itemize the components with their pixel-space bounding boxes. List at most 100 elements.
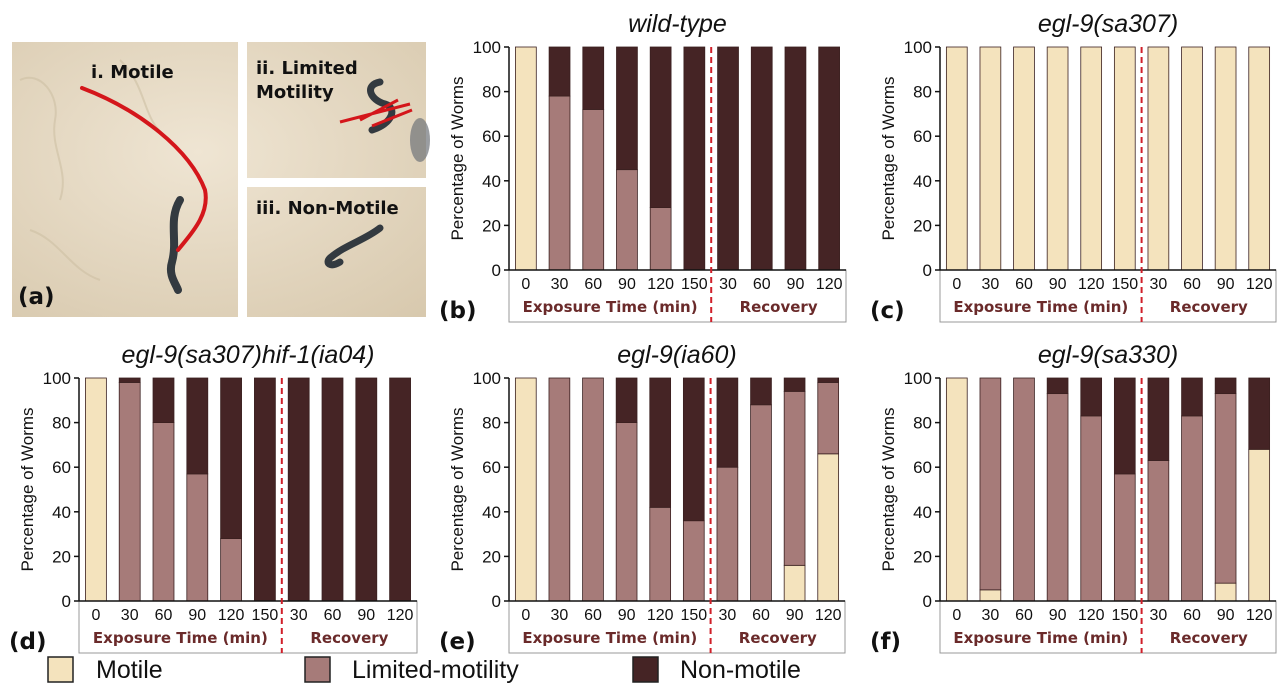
bar-limited-motility-6 xyxy=(1147,460,1170,602)
bar-limited-motility-1 xyxy=(118,382,141,602)
bar-motile-8 xyxy=(1214,46,1237,271)
bar-non-motile-6 xyxy=(717,46,739,271)
section-label-recovery: Recovery xyxy=(310,629,388,647)
bar-limited-motility-3 xyxy=(616,169,638,271)
motile-worm-shape xyxy=(166,196,184,294)
y-tick-label: 20 xyxy=(52,547,71,566)
x-tick-label: 30 xyxy=(290,607,308,624)
section-label-recovery: Recovery xyxy=(1170,629,1248,647)
y-tick-label: 0 xyxy=(923,261,932,280)
chart-title: egl-9(sa307) xyxy=(1038,10,1178,38)
bar-non-motile-5 xyxy=(254,377,276,602)
motile-track-line xyxy=(80,86,208,252)
bar-limited-motility-2 xyxy=(152,422,175,602)
x-tick-label: 150 xyxy=(1111,607,1138,624)
bar-limited-motility-9 xyxy=(817,382,840,455)
bar-motile-0 xyxy=(85,377,107,602)
bar-motile-0 xyxy=(515,46,537,271)
section-label-recovery: Recovery xyxy=(740,298,818,316)
bar-non-motile-8 xyxy=(784,46,807,271)
y-tick-label: 60 xyxy=(482,127,501,146)
bar-limited-motility-5 xyxy=(1113,473,1136,602)
legend-label-motile: Motile xyxy=(96,656,163,684)
section-label-exposure: Exposure Time (min) xyxy=(953,298,1128,316)
bar-limited-motility-1 xyxy=(979,377,1002,591)
bar-limited-motility-8 xyxy=(783,390,806,566)
bar-non-motile-1 xyxy=(548,46,571,97)
x-tick-label: 0 xyxy=(521,607,530,624)
y-axis-label: Percentage of Worms xyxy=(879,76,898,240)
section-label-recovery: Recovery xyxy=(739,629,817,647)
photo-label-motile: i. Motile xyxy=(91,62,174,83)
y-tick-label: 100 xyxy=(43,369,71,388)
legend-label-limited: Limited-motility xyxy=(352,656,519,684)
panel-label: (c) xyxy=(870,298,905,324)
y-tick-label: 100 xyxy=(473,369,501,388)
x-tick-label: 90 xyxy=(787,276,805,293)
limited-worm-shape xyxy=(367,78,396,134)
photo-label-nonmotile: iii. Non-Motile xyxy=(256,198,399,219)
legend-swatch-limited xyxy=(304,656,331,683)
bar-non-motile-2 xyxy=(582,46,605,110)
bar-non-motile-3 xyxy=(616,46,638,171)
bar-non-motile-5 xyxy=(682,377,705,522)
bar-non-motile-8 xyxy=(355,377,378,602)
x-tick-label: 30 xyxy=(982,276,1000,293)
x-tick-label: 30 xyxy=(551,276,569,293)
bar-non-motile-3 xyxy=(1046,377,1069,395)
y-axis-label: Percentage of Worms xyxy=(448,76,467,240)
chart-panel-f: 0 30 60 90 120 150 30 60 90 120 0 20 40 60 80 100 Percen… xyxy=(870,341,1277,655)
bar-limited-motility-8 xyxy=(1214,393,1237,584)
x-tick-label: 120 xyxy=(1078,607,1105,624)
y-tick-label: 0 xyxy=(923,592,932,611)
chart-title: egl-9(ia60) xyxy=(617,341,737,369)
photo-label-limited-line1: ii. Limited xyxy=(256,58,358,79)
x-tick-label: 60 xyxy=(752,607,770,624)
bar-limited-motility-2 xyxy=(1013,377,1035,602)
bar-motile-9 xyxy=(817,453,840,602)
x-tick-label: 60 xyxy=(1183,607,1201,624)
x-tick-label: 60 xyxy=(1015,607,1033,624)
bar-non-motile-7 xyxy=(750,377,772,406)
bar-limited-motility-2 xyxy=(582,377,604,602)
bar-non-motile-9 xyxy=(1248,377,1271,450)
y-tick-label: 100 xyxy=(473,38,501,57)
y-tick-label: 80 xyxy=(913,83,932,102)
x-tick-label: 60 xyxy=(1183,276,1201,293)
chart-panel-e: 0 30 60 90 120 150 30 60 90 120 0 20 40 60 80 100 Percen… xyxy=(439,341,846,655)
x-tick-label: 60 xyxy=(584,607,602,624)
bar-non-motile-3 xyxy=(615,377,638,423)
y-tick-label: 0 xyxy=(492,261,501,280)
y-tick-label: 60 xyxy=(482,458,501,477)
panel-label: (e) xyxy=(439,629,476,655)
y-tick-label: 60 xyxy=(913,127,932,146)
x-tick-label: 120 xyxy=(816,276,843,293)
bar-limited-motility-3 xyxy=(186,473,209,602)
chart-panel-b: 0 30 60 90 120 150 30 60 90 120 0 20 40 60 80 100 Percen… xyxy=(439,10,847,324)
legend: Motile Limited-motility Non-motile xyxy=(47,656,801,684)
legend-swatch-motile xyxy=(47,656,74,683)
y-tick-label: 0 xyxy=(492,592,501,611)
y-tick-label: 80 xyxy=(52,414,71,433)
bar-non-motile-8 xyxy=(783,377,806,392)
x-tick-label: 60 xyxy=(753,276,771,293)
x-tick-label: 90 xyxy=(618,276,636,293)
y-tick-label: 0 xyxy=(62,592,71,611)
bar-non-motile-8 xyxy=(1214,377,1237,395)
bar-limited-motility-7 xyxy=(1181,415,1203,602)
bar-non-motile-4 xyxy=(220,377,242,539)
panel-label-a: (a) xyxy=(18,284,55,310)
x-tick-label: 120 xyxy=(815,607,842,624)
x-tick-label: 90 xyxy=(188,607,206,624)
bar-limited-motility-1 xyxy=(548,377,571,602)
y-tick-label: 40 xyxy=(482,503,501,522)
bar-motile-0 xyxy=(945,377,968,602)
x-tick-label: 120 xyxy=(218,607,245,624)
bar-limited-motility-3 xyxy=(1046,393,1069,602)
x-tick-label: 0 xyxy=(952,276,961,293)
x-tick-label: 60 xyxy=(324,607,342,624)
bar-limited-motility-5 xyxy=(682,520,705,602)
chart-title: egl-9(sa307)hif-1(ia04) xyxy=(122,341,375,369)
section-label-exposure: Exposure Time (min) xyxy=(93,629,268,647)
x-tick-label: 60 xyxy=(155,607,173,624)
